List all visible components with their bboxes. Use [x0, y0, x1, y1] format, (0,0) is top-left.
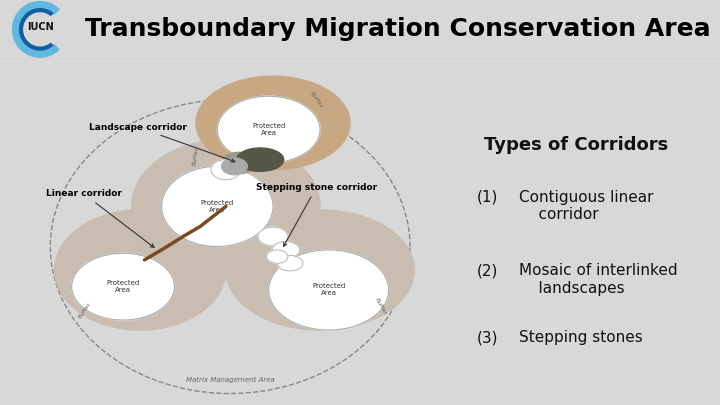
- Text: (3): (3): [477, 330, 498, 345]
- Text: Transboundary Migration Conservation Area (TBMCA): Transboundary Migration Conservation Are…: [85, 17, 720, 41]
- Text: Protected
Area: Protected Area: [252, 123, 285, 136]
- Polygon shape: [72, 253, 174, 320]
- Polygon shape: [55, 210, 226, 330]
- Polygon shape: [222, 158, 247, 175]
- Polygon shape: [217, 96, 320, 163]
- Text: IUCN: IUCN: [27, 22, 53, 32]
- Text: Linear corridor: Linear corridor: [46, 190, 154, 247]
- Polygon shape: [226, 210, 415, 330]
- Text: (2): (2): [477, 263, 498, 278]
- Polygon shape: [266, 250, 288, 263]
- Text: Protected
Area: Protected Area: [312, 284, 346, 296]
- Text: Stepping stone corridor: Stepping stone corridor: [256, 183, 377, 246]
- Polygon shape: [222, 152, 256, 174]
- Text: Buffer: Buffer: [373, 297, 387, 316]
- Text: Contiguous linear
    corridor: Contiguous linear corridor: [519, 190, 654, 222]
- Text: Buffer: Buffer: [192, 147, 200, 166]
- Text: Stepping stones: Stepping stones: [519, 330, 643, 345]
- Text: Buffer: Buffer: [308, 90, 323, 109]
- Text: Mosaic of interlinked
    landscapes: Mosaic of interlinked landscapes: [519, 263, 678, 296]
- Text: Matrix Management Area: Matrix Management Area: [186, 377, 274, 383]
- Polygon shape: [196, 76, 350, 170]
- Polygon shape: [237, 148, 284, 171]
- Text: (1): (1): [477, 190, 498, 205]
- Text: Types of Corridors: Types of Corridors: [485, 136, 669, 154]
- Polygon shape: [272, 241, 300, 258]
- Polygon shape: [211, 160, 241, 180]
- Polygon shape: [162, 166, 273, 247]
- Polygon shape: [269, 250, 389, 330]
- Text: Buffer: Buffer: [77, 301, 92, 319]
- Polygon shape: [239, 140, 260, 180]
- Polygon shape: [132, 140, 320, 273]
- Polygon shape: [258, 227, 288, 246]
- Polygon shape: [277, 256, 303, 271]
- Text: Protected
Area: Protected Area: [201, 200, 234, 213]
- Text: Protected
Area: Protected Area: [107, 280, 140, 293]
- Text: Landscape corridor: Landscape corridor: [89, 123, 235, 162]
